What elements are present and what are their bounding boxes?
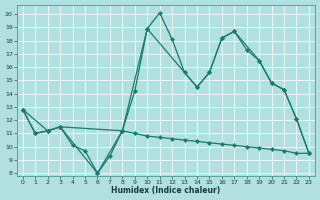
X-axis label: Humidex (Indice chaleur): Humidex (Indice chaleur) bbox=[111, 186, 220, 195]
